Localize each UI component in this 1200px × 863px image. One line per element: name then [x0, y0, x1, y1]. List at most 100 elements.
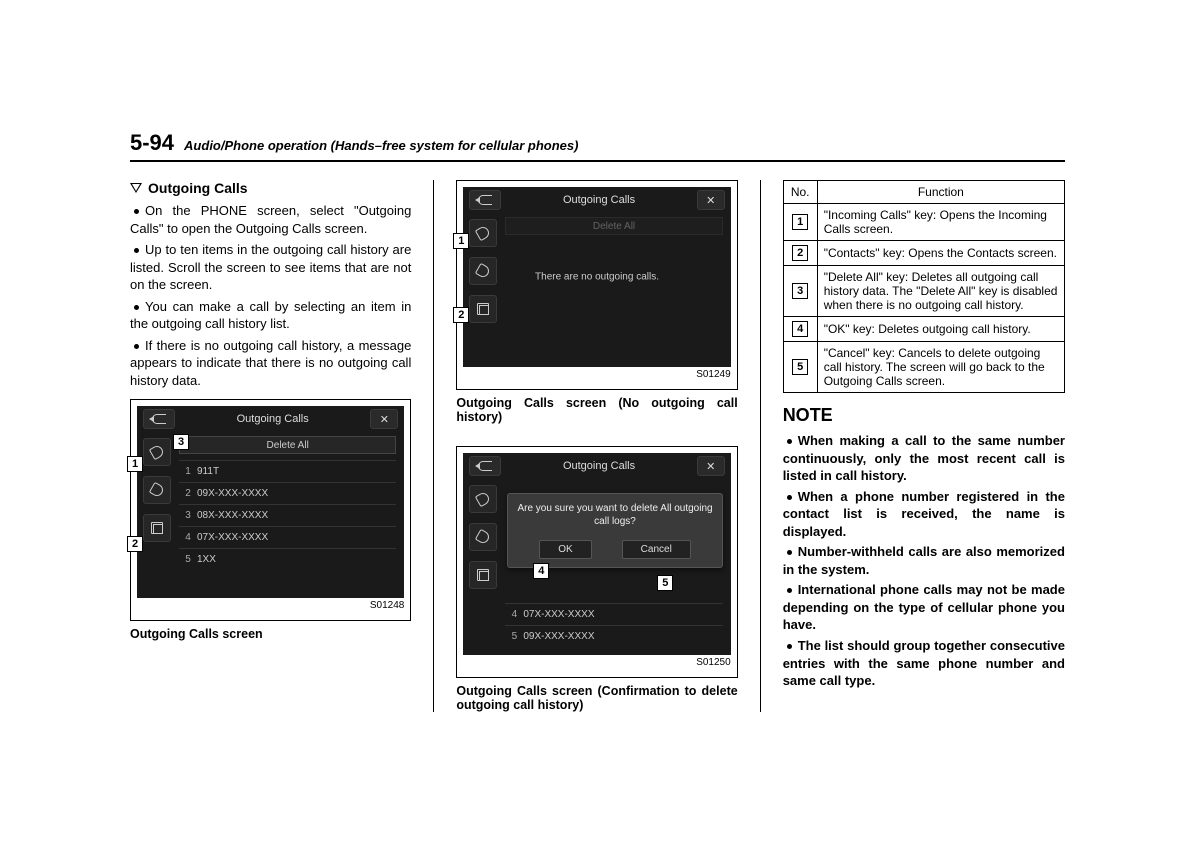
phone-out-icon — [149, 482, 165, 498]
delete-all-button[interactable]: Delete All — [179, 436, 396, 454]
close-button[interactable]: ✕ — [697, 456, 725, 476]
back-button[interactable] — [469, 456, 501, 476]
back-button[interactable] — [469, 190, 501, 210]
contacts-button[interactable] — [469, 295, 497, 323]
figure-id: S01249 — [463, 369, 730, 380]
function-table: No. Function 1 "Incoming Calls" key: Open… — [783, 180, 1065, 393]
ok-button[interactable]: OK — [539, 540, 591, 559]
list-item[interactable]: 209X-XXX-XXXX — [179, 482, 396, 504]
row-number: 4 — [792, 321, 808, 337]
note-item: The list should group together consecuti… — [783, 637, 1065, 690]
bullet-icon — [134, 344, 139, 349]
header-no: No. — [783, 181, 817, 204]
row-number: 5 — [792, 359, 808, 375]
back-button[interactable] — [143, 409, 175, 429]
side-icons — [469, 485, 497, 589]
row-number: 3 — [792, 283, 808, 299]
call-list: 1911T 209X-XXX-XXXX 308X-XXX-XXXX 407X-X… — [179, 460, 396, 570]
list-item[interactable]: 308X-XXX-XXXX — [179, 504, 396, 526]
cancel-button[interactable]: Cancel — [622, 540, 691, 559]
bullet-icon — [787, 439, 792, 444]
page-number: 5-94 — [130, 130, 174, 156]
call-list-bg: 407X-XXX-XXXX 509X-XXX-XXXX — [505, 603, 722, 647]
section-title: Audio/Phone operation (Hands–free system… — [184, 138, 578, 153]
paragraph: Up to ten items in the outgoing call his… — [130, 241, 411, 294]
no-calls-message: There are no outgoing calls. — [463, 272, 730, 283]
note-item: When a phone number registered in the co… — [783, 488, 1065, 541]
dialog-buttons: OK Cancel — [516, 540, 713, 559]
phone-icon — [475, 491, 491, 507]
contacts-icon — [477, 303, 489, 315]
back-icon — [152, 414, 166, 424]
bullet-icon — [134, 209, 139, 214]
outgoing-calls-button[interactable] — [469, 523, 497, 551]
list-item[interactable]: 509X-XXX-XXXX — [505, 625, 722, 647]
table-header: No. Function — [783, 181, 1064, 204]
column-1: Outgoing Calls On the PHONE screen, sele… — [130, 180, 434, 712]
back-icon — [478, 195, 492, 205]
screen-title: Outgoing Calls — [501, 460, 696, 472]
columns: Outgoing Calls On the PHONE screen, sele… — [130, 180, 1065, 712]
phone-icon — [149, 444, 165, 460]
figure-2: Outgoing Calls ✕ Delete All There are no… — [456, 180, 737, 390]
row-text: "Contacts" key: Opens the Contacts scree… — [817, 241, 1064, 266]
list-item[interactable]: 51XX — [179, 548, 396, 570]
note-item: International phone calls may not be mad… — [783, 581, 1065, 634]
contacts-button[interactable] — [469, 561, 497, 589]
bullet-icon — [787, 644, 792, 649]
figure-1: Outgoing Calls ✕ Delete All 1911T 209X-X… — [130, 399, 411, 621]
subheading: Outgoing Calls — [130, 180, 411, 196]
outgoing-calls-button[interactable] — [143, 476, 171, 504]
incoming-calls-button[interactable] — [469, 219, 497, 247]
bullet-icon — [787, 495, 792, 500]
paragraph: On the PHONE screen, select "Outgoing Ca… — [130, 202, 411, 237]
bullet-icon — [787, 588, 792, 593]
contacts-icon — [477, 569, 489, 581]
note-item: Number-withheld calls are also memorized… — [783, 543, 1065, 578]
column-2: Outgoing Calls ✕ Delete All There are no… — [456, 180, 760, 712]
callout-3: 3 — [173, 434, 189, 450]
bullet-icon — [134, 305, 139, 310]
figure-3: Outgoing Calls ✕ 407X-XXX-XXXX 509X-XXX-… — [456, 446, 737, 678]
row-text: "Incoming Calls" key: Opens the Incoming… — [817, 204, 1064, 241]
list-item[interactable]: 407X-XXX-XXXX — [505, 603, 722, 625]
column-3: No. Function 1 "Incoming Calls" key: Open… — [783, 180, 1065, 712]
paragraph: You can make a call by selecting an item… — [130, 298, 411, 333]
callout-4: 4 — [533, 563, 549, 579]
close-button[interactable]: ✕ — [370, 409, 398, 429]
incoming-calls-button[interactable] — [469, 485, 497, 513]
side-icons — [143, 438, 171, 542]
row-number: 1 — [792, 214, 808, 230]
contacts-icon — [151, 522, 163, 534]
table-row: 3 "Delete All" key: Deletes all outgoing … — [783, 266, 1064, 317]
bullet-icon — [134, 248, 139, 253]
list-item[interactable]: 407X-XXX-XXXX — [179, 526, 396, 548]
figure-id: S01248 — [137, 600, 404, 611]
list-item[interactable]: 1911T — [179, 460, 396, 482]
figure-caption: Outgoing Calls screen (Confirmation to d… — [456, 684, 737, 712]
paragraph: If there is no outgoing call history, a … — [130, 337, 411, 390]
row-number: 2 — [792, 245, 808, 261]
phone-out-icon — [475, 529, 491, 545]
table-row: 1 "Incoming Calls" key: Opens the Incomin… — [783, 204, 1064, 241]
callout-5: 5 — [657, 575, 673, 591]
close-button[interactable]: ✕ — [697, 190, 725, 210]
figure-caption: Outgoing Calls screen — [130, 627, 411, 641]
callout-2: 2 — [453, 307, 469, 323]
triangle-icon — [130, 183, 142, 193]
callout-1: 1 — [453, 233, 469, 249]
confirm-dialog: Are you sure you want to delete All outg… — [507, 493, 722, 568]
delete-all-button[interactable]: Delete All — [505, 217, 722, 235]
screen-confirm-delete: Outgoing Calls ✕ 407X-XXX-XXXX 509X-XXX-… — [463, 453, 730, 655]
callout-2: 2 — [127, 536, 143, 552]
row-text: "OK" key: Deletes outgoing call history. — [817, 317, 1064, 342]
bullet-icon — [787, 550, 792, 555]
contacts-button[interactable] — [143, 514, 171, 542]
screen-title: Outgoing Calls — [501, 194, 696, 206]
screen-titlebar: Outgoing Calls ✕ — [463, 453, 730, 479]
row-text: "Cancel" key: Cancels to delete outgoing… — [817, 342, 1064, 393]
table-row: 5 "Cancel" key: Cancels to delete outgoin… — [783, 342, 1064, 393]
page: 5-94 Audio/Phone operation (Hands–free s… — [130, 130, 1065, 712]
incoming-calls-button[interactable] — [143, 438, 171, 466]
row-text: "Delete All" key: Deletes all outgoing c… — [817, 266, 1064, 317]
